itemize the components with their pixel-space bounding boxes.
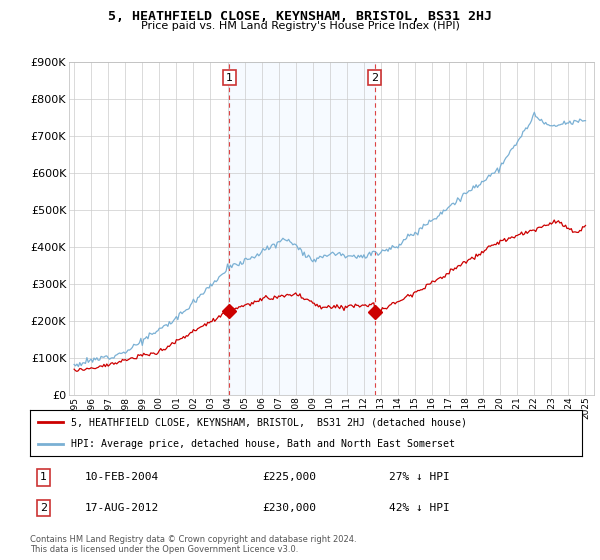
Bar (229, 62, 374, 395)
Text: 27% ↓ HPI: 27% ↓ HPI (389, 473, 449, 482)
Text: 42% ↓ HPI: 42% ↓ HPI (389, 503, 449, 513)
Text: 1: 1 (40, 473, 47, 482)
Text: 2: 2 (371, 73, 378, 83)
Text: Contains HM Land Registry data © Crown copyright and database right 2024.
This d: Contains HM Land Registry data © Crown c… (30, 535, 356, 554)
Text: £225,000: £225,000 (262, 473, 316, 482)
Text: 2: 2 (40, 503, 47, 513)
Text: 17-AUG-2012: 17-AUG-2012 (85, 503, 160, 513)
Text: 1: 1 (226, 73, 233, 83)
Text: 5, HEATHFIELD CLOSE, KEYNSHAM, BRISTOL, BS31 2HJ: 5, HEATHFIELD CLOSE, KEYNSHAM, BRISTOL, … (108, 10, 492, 22)
Text: 5, HEATHFIELD CLOSE, KEYNSHAM, BRISTOL,  BS31 2HJ (detached house): 5, HEATHFIELD CLOSE, KEYNSHAM, BRISTOL, … (71, 417, 467, 427)
Text: 10-FEB-2004: 10-FEB-2004 (85, 473, 160, 482)
Text: HPI: Average price, detached house, Bath and North East Somerset: HPI: Average price, detached house, Bath… (71, 439, 455, 449)
Text: Price paid vs. HM Land Registry's House Price Index (HPI): Price paid vs. HM Land Registry's House … (140, 21, 460, 31)
Text: £230,000: £230,000 (262, 503, 316, 513)
